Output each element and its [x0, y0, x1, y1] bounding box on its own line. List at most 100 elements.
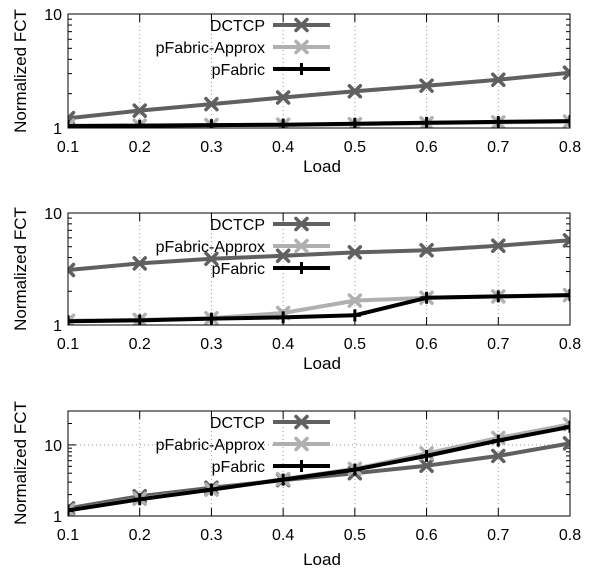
data-point-pfabric	[420, 291, 433, 304]
legend-marker-dctcp	[294, 216, 309, 232]
legend-label-dctcp: DCTCP	[210, 217, 265, 234]
data-point-dctcp	[491, 72, 506, 87]
data-point-pfabric	[420, 449, 433, 462]
series-line-pfabric	[68, 119, 570, 128]
data-point-pfabric	[564, 289, 570, 302]
data-point-dctcp	[419, 78, 434, 93]
x-tick-label: 0.1	[57, 139, 79, 156]
plot-area	[68, 233, 570, 325]
data-point-pfabric-approx	[347, 293, 363, 308]
data-point-pfabric	[133, 119, 146, 128]
data-point-dctcp	[562, 436, 570, 451]
x-tick-label: 0.7	[487, 139, 509, 156]
data-point-pfabric	[277, 473, 290, 486]
data-point-pfabric	[68, 504, 74, 516]
data-point-pfabric	[348, 309, 361, 322]
x-tick-label: 0.1	[57, 527, 79, 544]
x-axis-title: Load	[303, 157, 341, 176]
x-tick-label: 0.2	[129, 336, 151, 353]
x-tick-label: 0.1	[57, 336, 79, 353]
legend-label-pfabric: pFabric	[212, 62, 265, 79]
data-point-pfabric	[420, 116, 433, 128]
data-point-dctcp	[132, 256, 147, 271]
data-point-pfabric	[564, 420, 570, 433]
series-line-pfabric	[68, 424, 570, 513]
data-point-pfabric	[205, 119, 218, 128]
plot-area	[68, 417, 570, 516]
plot-frame	[67, 410, 571, 517]
x-tick-label: 0.4	[272, 336, 294, 353]
y-axis-title: Normalized FCT	[11, 9, 30, 133]
x-tick-label: 0.5	[344, 527, 366, 544]
data-point-pfabric	[492, 115, 505, 128]
x-tick-label: 0.3	[200, 139, 222, 156]
legend-marker-pfabric	[295, 63, 308, 75]
x-tick-label: 0.7	[487, 527, 509, 544]
data-point-pfabric	[133, 493, 146, 506]
legend-marker-pfabric-approx	[294, 238, 309, 254]
x-tick-label: 0.6	[415, 527, 437, 544]
legend-label-pfabric-approx: pFabric-Approx	[156, 437, 265, 454]
data-point-dctcp	[347, 245, 363, 260]
data-point-pfabric	[205, 483, 218, 496]
x-tick-label: 0.5	[344, 336, 366, 353]
data-point-dctcp	[204, 251, 219, 267]
x-tick-label: 0.8	[559, 336, 581, 353]
plot-frame	[67, 212, 571, 326]
data-point-pfabric	[348, 463, 361, 476]
legend-marker-dctcp	[294, 414, 309, 430]
panel-1: 1 10 0.1 0.2 0.3 0.4 0.5 0.6 0.7 0.8 Load Normalize…	[11, 7, 581, 176]
panel-3: 1 10 0.1 0.2 0.3 0.4 0.5 0.6 0.7 0.8 Load Normalize…	[11, 401, 581, 569]
y-tick-label: 10	[44, 206, 62, 223]
data-point-dctcp	[347, 84, 363, 99]
x-tick-label: 0.3	[200, 527, 222, 544]
x-tick-label: 0.6	[415, 139, 437, 156]
data-point-dctcp	[132, 103, 147, 118]
series-line-dctcp	[68, 70, 570, 121]
y-axis-title: Normalized FCT	[11, 207, 30, 331]
plot-area	[68, 65, 570, 128]
x-tick-label: 0.2	[129, 527, 151, 544]
y-tick-label: 1	[53, 318, 62, 335]
y-tick-label: 10	[44, 438, 62, 455]
series-line-dctcp	[68, 238, 570, 272]
data-point-pfabric	[68, 120, 74, 128]
data-point-dctcp	[204, 96, 219, 112]
y-tick-label: 10	[44, 7, 62, 24]
data-point-dctcp	[275, 90, 291, 105]
data-point-pfabric	[492, 290, 505, 303]
legend-marker-pfabric-approx	[294, 436, 309, 452]
data-point-pfabric-approx	[562, 287, 570, 303]
data-point-pfabric-approx	[68, 118, 76, 128]
y-tick-label: 1	[53, 509, 62, 526]
data-point-dctcp	[491, 238, 506, 254]
legend-marker-pfabric-approx	[294, 39, 309, 55]
x-tick-label: 0.3	[200, 336, 222, 353]
y-tick-label: 1	[53, 121, 62, 138]
x-tick-label: 0.4	[272, 139, 294, 156]
legend-label-pfabric-approx: pFabric-Approx	[156, 239, 265, 256]
data-point-pfabric	[68, 315, 74, 325]
x-tick-label: 0.5	[344, 139, 366, 156]
legend-label-pfabric-approx: pFabric-Approx	[156, 40, 265, 57]
data-point-dctcp	[562, 233, 570, 248]
data-point-pfabric-approx	[68, 313, 76, 325]
legend-label-dctcp: DCTCP	[210, 415, 265, 432]
data-point-pfabric	[564, 115, 570, 128]
data-point-pfabric-approx	[68, 503, 76, 516]
series-line-pfabric	[68, 293, 570, 324]
data-point-pfabric	[492, 434, 505, 447]
data-point-pfabric	[205, 312, 218, 325]
legend-label-pfabric: pFabric	[212, 261, 265, 278]
legend-label-dctcp: DCTCP	[210, 18, 265, 35]
x-tick-label: 0.7	[487, 336, 509, 353]
x-axis-title: Load	[303, 550, 341, 569]
plot-frame	[67, 13, 571, 129]
x-tick-label: 0.4	[272, 527, 294, 544]
x-tick-label: 0.8	[559, 139, 581, 156]
legend-marker-dctcp	[294, 17, 309, 33]
data-point-dctcp	[419, 242, 434, 258]
data-point-pfabric-approx	[562, 114, 570, 128]
legend-label-pfabric: pFabric	[212, 459, 265, 476]
